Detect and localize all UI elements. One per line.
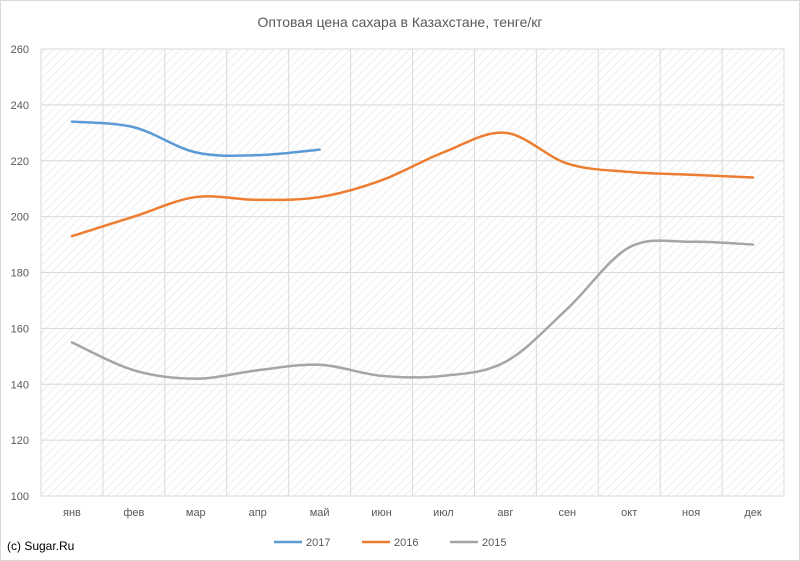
x-tick-label: июн <box>371 507 391 519</box>
x-tick-label: май <box>310 507 330 519</box>
x-tick-label: ноя <box>682 507 700 519</box>
series-lines <box>70 120 755 380</box>
credit-label: (c) Sugar.Ru <box>7 539 74 553</box>
legend-label-2017: 2017 <box>306 537 330 549</box>
x-tick-label: апр <box>249 507 267 519</box>
x-tick-label: фев <box>123 507 144 519</box>
legend-label-2016: 2016 <box>394 537 418 549</box>
y-axis-tick-labels: 100 120 140 160 180 200 220 240 260 <box>11 44 29 503</box>
y-tick-label: 100 <box>11 491 29 503</box>
series-line-2017 <box>70 120 321 157</box>
x-tick-label: июл <box>433 507 454 519</box>
x-tick-label: мар <box>186 507 206 519</box>
y-tick-label: 140 <box>11 379 29 391</box>
legend: 2017 2016 2015 <box>274 537 506 549</box>
y-tick-label: 260 <box>11 44 29 56</box>
series-line-2015 <box>70 239 755 380</box>
x-axis-tick-labels: янв фев мар апр май июн июл авг сен окт ноя дек <box>63 507 762 519</box>
y-tick-label: 180 <box>11 268 29 280</box>
series-line-2016 <box>70 131 755 238</box>
x-tick-label: сен <box>558 507 576 519</box>
y-tick-label: 160 <box>11 323 29 335</box>
x-tick-label: окт <box>621 507 637 519</box>
x-tick-label: дек <box>744 507 762 519</box>
legend-label-2015: 2015 <box>482 537 506 549</box>
y-tick-label: 120 <box>11 435 29 447</box>
y-tick-label: 200 <box>11 212 29 224</box>
chart-title: Оптовая цена сахара в Казахстане, тенге/… <box>258 14 543 30</box>
y-tick-label: 240 <box>11 100 29 112</box>
x-tick-label: янв <box>63 507 81 519</box>
x-tick-label: авг <box>497 507 513 519</box>
y-tick-label: 220 <box>11 156 29 168</box>
